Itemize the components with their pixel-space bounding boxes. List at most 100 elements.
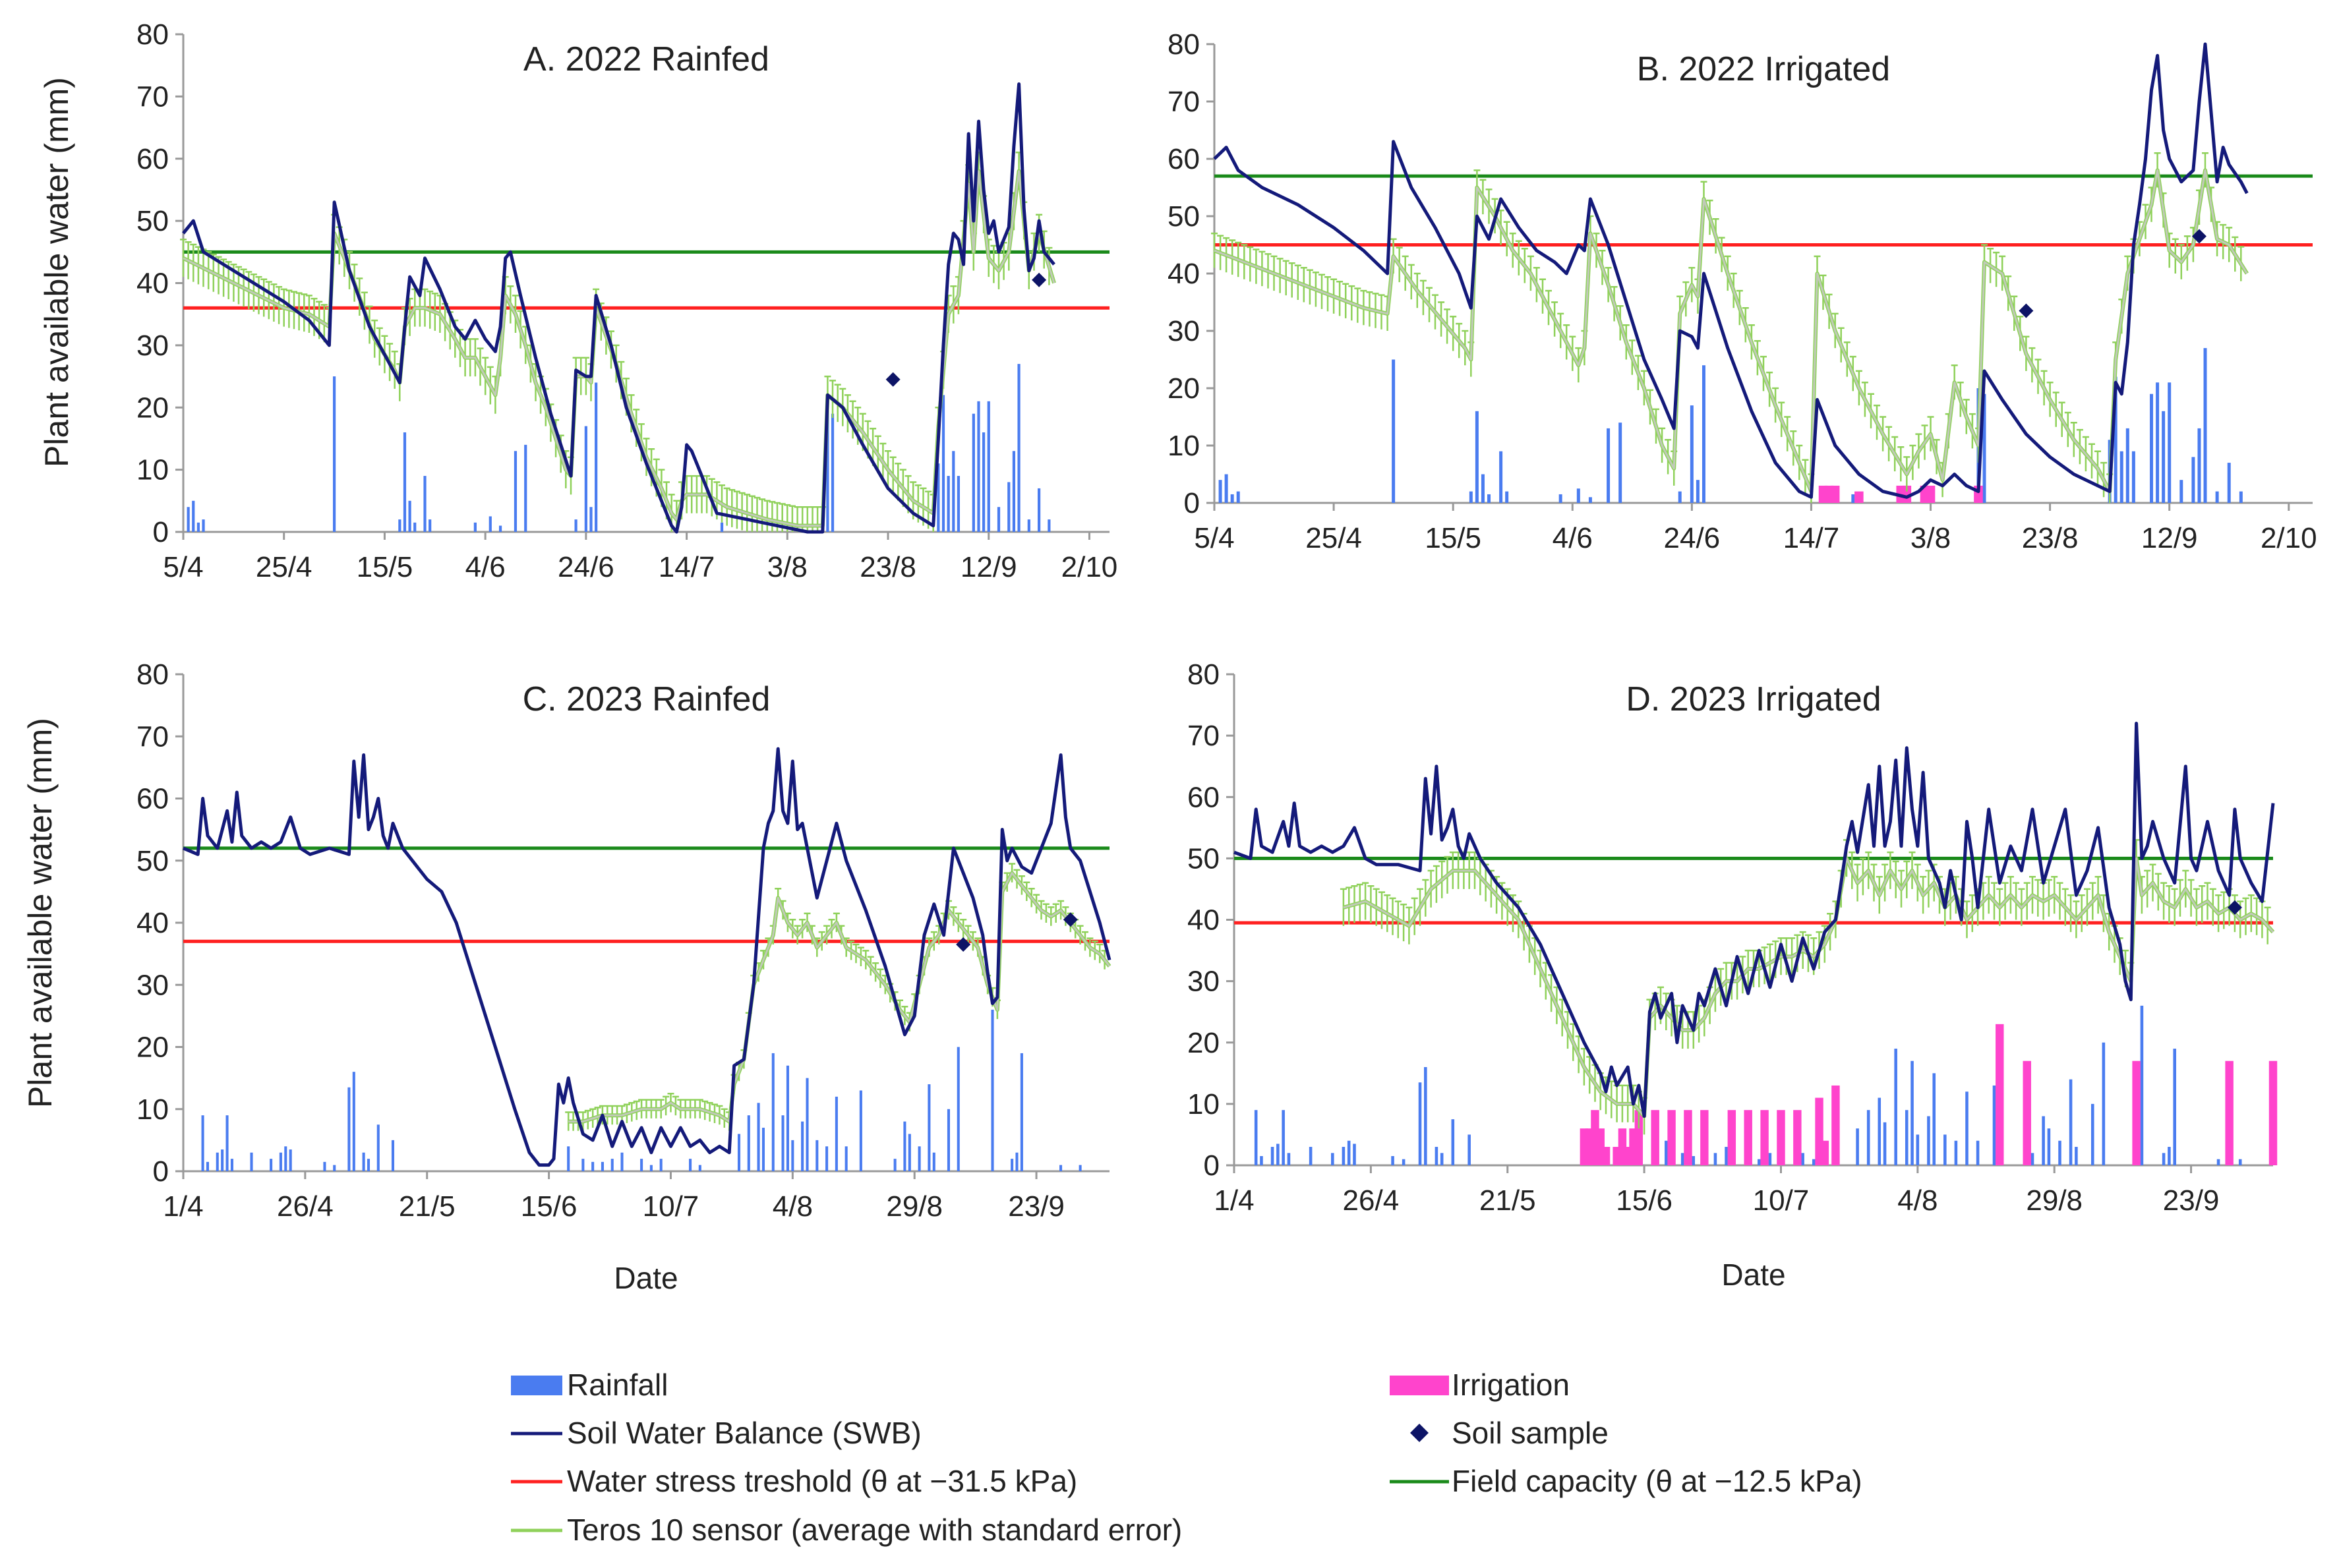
y-tick-label-b: 0 (1184, 487, 1200, 519)
rainfall-bar-a (972, 413, 975, 532)
irrigation-bar-d (1996, 1024, 2004, 1165)
x-tick-label-b: 4/6 (1553, 522, 1593, 554)
rainfall-bar-d (2075, 1147, 2078, 1165)
rainfall-bar-b (1236, 491, 1240, 503)
rainfall-bar-d (1954, 1140, 1958, 1165)
rainfall-bar-b (1505, 491, 1509, 503)
irrigation-bar-d (1634, 1110, 1643, 1165)
x-tick-label-a: 3/8 (767, 551, 808, 583)
rainfall-bar-d (1347, 1140, 1351, 1165)
rainfall-bar-c (806, 1078, 809, 1171)
irrigation-bar-b (1830, 485, 1840, 503)
x-tick-label-b: 24/6 (1664, 522, 1721, 554)
rainfall-bar-d (1692, 1156, 1696, 1165)
swb-line-b (1213, 42, 2249, 499)
legend: Rainfall Irrigation Soil Water Balance (… (511, 1368, 1862, 1547)
y-tick-label-d: 0 (1204, 1149, 1220, 1182)
rainfall-bar-b (1851, 494, 1855, 503)
x-tick-label-a: 15/5 (357, 551, 413, 583)
y-tick-label-a: 10 (136, 454, 169, 486)
rainfall-bar-c (391, 1140, 395, 1171)
panel-c: 0 10 20 30 40 50 60 70 80 1/4 26/4 21/5 15/6 10/7 4/8 2… (136, 658, 1111, 1223)
x-tick-label-a: 2/10 (1061, 551, 1118, 583)
rainfall-bar-c (991, 1009, 994, 1171)
rainfall-bar-d (1768, 1153, 1772, 1165)
rainfall-bar-c (737, 1134, 741, 1171)
irrigation-bar-d (1667, 1110, 1676, 1165)
rainfall-bar-c (620, 1152, 624, 1171)
rainfall-bar-d (2047, 1128, 2051, 1165)
legend-label-swb: Soil Water Balance (SWB) (567, 1416, 922, 1450)
rainfall-bar-d (1976, 1140, 1980, 1165)
y-tick-label-d: 30 (1187, 966, 1220, 998)
rainfall-bar-a (574, 519, 577, 532)
rainfall-bar-d (2140, 1005, 2144, 1165)
legend-label-fc: Field capacity (θ at −12.5 kPa) (1452, 1464, 1862, 1498)
rainfall-bar-c (791, 1140, 794, 1171)
y-tick-label-c: 0 (153, 1155, 169, 1188)
rainfall-bar-d (1309, 1147, 1313, 1165)
x-tick-label-b: 2/10 (2261, 522, 2317, 554)
rainfall-bar-c (201, 1115, 204, 1171)
rainfall-bar-a (398, 519, 401, 532)
rainfall-bar-a (489, 516, 492, 532)
rainfall-bar-c (216, 1152, 219, 1171)
y-tick-label-a: 60 (136, 143, 169, 175)
rainfall-bar-c (1020, 1053, 1023, 1171)
rainfall-bar-d (1353, 1144, 1356, 1165)
rainfall-bar-a (1048, 519, 1051, 532)
rainfall-bar-c (1011, 1159, 1014, 1171)
rainfall-bar-a (1037, 488, 1041, 532)
rainfall-bar-a (941, 395, 945, 532)
rainfall-bar-d (1276, 1144, 1280, 1165)
rainfall-bar-d (1713, 1153, 1717, 1165)
irrigation-bar-d (1760, 1110, 1769, 1165)
rainfall-bar-c (347, 1087, 351, 1171)
sensor-error-bars-b (1211, 152, 2245, 503)
rainfall-bar-d (2102, 1042, 2106, 1165)
rainfall-bar-a (524, 444, 527, 532)
y-axis-label-top: Plant available water (mm) (38, 77, 75, 467)
rainfall-bar-b (1576, 488, 1580, 503)
sensor-error-bars-a (180, 152, 1053, 532)
x-tick-label-d: 4/8 (1897, 1184, 1938, 1217)
rainfall-bar-b (2239, 491, 2243, 503)
chart-panels: 0 10 20 30 40 50 60 70 80 5/4 25/4 15/5 4/6 24/6 14/7 3… (136, 18, 2317, 1223)
irrigation-bar-d (1777, 1110, 1785, 1165)
rainfall-bar-d (1905, 1110, 1909, 1165)
y-tick-label-a: 70 (136, 80, 169, 113)
panel-b: 0 10 20 30 40 50 60 70 80 5/4 25/4 15/5 4/6 24/6 14/7 3… (1168, 28, 2317, 554)
irrigation-bar-d (1744, 1110, 1752, 1165)
y-tick-label-b: 20 (1168, 372, 1200, 405)
x-tick-label-a: 12/9 (961, 551, 1017, 583)
rainfall-bar-c (903, 1121, 906, 1171)
rainfall-bar-b (1469, 491, 1473, 503)
y-tick-label-a: 30 (136, 330, 169, 362)
legend-label-stress: Water stress treshold (θ at −31.5 kPa) (567, 1464, 1077, 1498)
legend-label-rainfall: Rainfall (567, 1368, 668, 1402)
rainfall-bar-c (761, 1128, 765, 1171)
y-tick-label-d: 10 (1187, 1088, 1220, 1120)
panel-a: 0 10 20 30 40 50 60 70 80 5/4 25/4 15/5 4/6 24/6 14/7 3… (136, 18, 1117, 583)
rainfall-bar-c (859, 1090, 862, 1171)
rainfall-bar-b (2119, 451, 2123, 503)
rainfall-bar-b (1558, 494, 1562, 503)
irrigation-bar-d (1793, 1110, 1802, 1165)
x-tick-label-c: 4/8 (773, 1190, 813, 1223)
rainfall-bar-b (2203, 348, 2207, 503)
rainfall-bar-a (987, 401, 990, 532)
rainfall-bar-d (1342, 1147, 1346, 1165)
y-tick-label-b: 60 (1168, 143, 1200, 175)
rainfall-bar-b (2227, 463, 2231, 503)
soil-sample-marker-b (2019, 303, 2034, 318)
irrigation-bar-d (1727, 1110, 1736, 1165)
rainfall-bar-d (1878, 1097, 1881, 1165)
rainfall-bar-d (1402, 1159, 1406, 1165)
rainfall-bar-b (2215, 491, 2219, 503)
y-tick-label-a: 80 (136, 18, 169, 51)
rainfall-bar-d (1451, 1119, 1455, 1165)
y-tick-label-c: 80 (136, 658, 169, 691)
rainfall-bar-d (1260, 1156, 1263, 1165)
rainfall-bar-b (1678, 491, 1682, 503)
x-tick-label-b: 23/8 (2022, 522, 2079, 554)
